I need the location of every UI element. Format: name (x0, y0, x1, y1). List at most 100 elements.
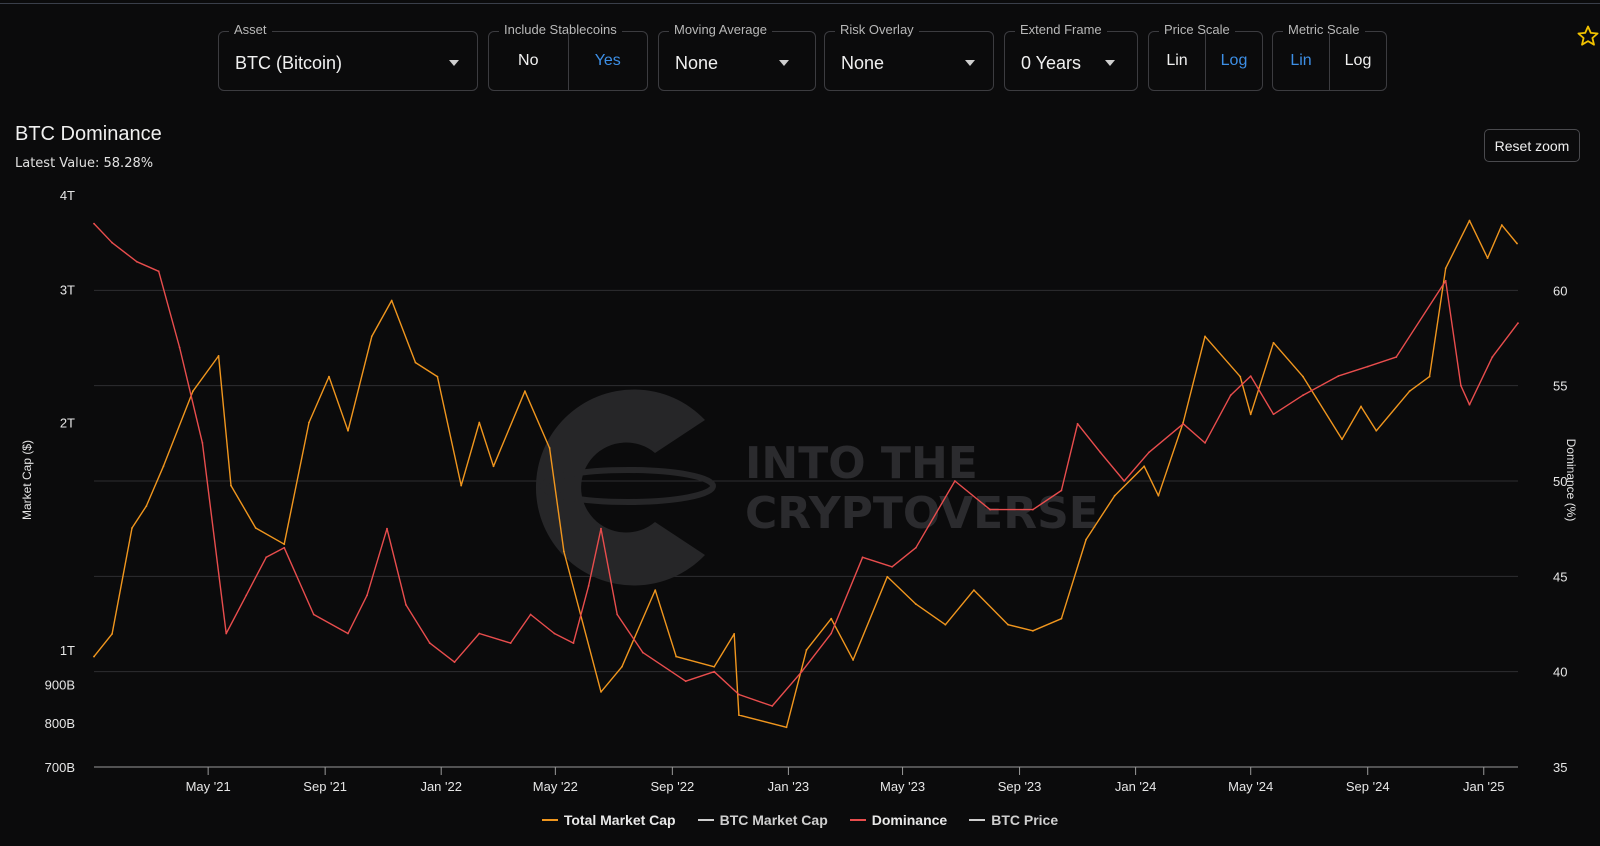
total-market-cap-point (131, 527, 133, 529)
x-tick-label: Jan '23 (768, 779, 810, 794)
dominance-point (572, 642, 575, 644)
dominance-point (1249, 375, 1252, 378)
watermark: INTO THE CRYPTOVERSE (535, 389, 1099, 586)
y-left-tick-label: 900B (45, 678, 75, 693)
dominance-point (529, 613, 532, 616)
total-market-cap-point (563, 550, 565, 553)
dominance-point (405, 604, 407, 606)
y-left-tick-label: 3T (60, 282, 75, 297)
y-left-axis-title: Market Cap ($) (20, 440, 34, 520)
top-border (0, 3, 1600, 4)
extend-frame-label: Extend Frame (1015, 22, 1107, 38)
total-market-cap-point (436, 375, 439, 378)
total-market-cap-point (1302, 375, 1304, 378)
metric-scale-lin-button[interactable]: Lin (1290, 52, 1312, 69)
dominance-point (265, 556, 268, 559)
legend-item-btc-market-cap[interactable]: BTC Market Cap (697, 812, 828, 828)
legend-item-btc-price[interactable]: BTC Price (969, 812, 1058, 828)
y-right-tick-label: 60 (1553, 283, 1567, 298)
legend-swatch-btc-price (969, 819, 986, 821)
total-market-cap-point (328, 375, 330, 378)
dominance-point (225, 632, 228, 635)
dominance-point (366, 594, 368, 597)
dominance-point (1272, 413, 1275, 416)
star-outline-icon[interactable] (1576, 24, 1600, 48)
chart-title: BTC Dominance (15, 123, 162, 145)
total-market-cap-point (1143, 465, 1146, 468)
x-tick-label: Sep '21 (303, 779, 347, 794)
y-left-tick-label: 4T (60, 188, 75, 203)
price-scale-log-button[interactable]: Log (1220, 52, 1248, 69)
x-tick-label: Sep '22 (651, 779, 695, 794)
total-market-cap-point (830, 617, 833, 620)
y-right-tick-label: 45 (1553, 569, 1567, 584)
watermark-line2: CRYPTOVERSE (745, 488, 1099, 539)
dominance-point (93, 222, 95, 225)
dominance-point (989, 508, 991, 511)
total-market-cap-point (162, 465, 165, 468)
total-market-cap-point (852, 659, 854, 661)
dominance-point (1491, 356, 1494, 358)
asset-select[interactable]: Asset BTC (Bitcoin) (218, 22, 478, 91)
total-market-cap-point (1031, 629, 1034, 632)
extend-frame-select[interactable]: Extend Frame 0 Years (1004, 22, 1138, 91)
total-market-cap-point (1182, 421, 1185, 424)
total-market-cap-point (347, 429, 349, 432)
total-market-cap-point (914, 603, 917, 605)
risk-overlay-select[interactable]: Risk Overlay None (824, 22, 994, 91)
dominance-point (201, 441, 204, 444)
total-market-cap-point (1516, 242, 1518, 245)
latest-value: Latest Value: 58.28% (15, 156, 154, 171)
x-tick-label: May '21 (186, 779, 231, 794)
dominance-point (135, 260, 138, 263)
legend-swatch-btc-market-cap (697, 819, 714, 821)
series-lines (93, 219, 1519, 729)
legend-swatch-total-market-cap (541, 819, 558, 821)
dominance-point (800, 670, 803, 673)
y-left-tick-label: 800B (45, 716, 75, 731)
metric-scale-log-button[interactable]: Log (1344, 52, 1372, 69)
total-market-cap-point (1375, 429, 1378, 432)
risk-overlay-value: None (841, 53, 885, 73)
chevron-down-icon (965, 60, 975, 66)
into-the-cryptoverse-logo-icon (535, 389, 716, 586)
dominance-point (1460, 384, 1462, 387)
x-tick-label: May '24 (1228, 779, 1273, 794)
stablecoins-yes-button[interactable]: Yes (594, 52, 621, 69)
dominance-point (312, 613, 315, 616)
dominance-point (111, 241, 113, 244)
total-market-cap-point (1408, 390, 1411, 393)
stablecoins-no-button[interactable]: No (518, 52, 539, 69)
total-market-cap-point (192, 390, 194, 393)
y-left-tick-label: 2T (60, 415, 75, 430)
dominance-point (1366, 365, 1369, 368)
total-market-cap-point (230, 484, 232, 487)
y-right-tick-label: 55 (1553, 379, 1567, 394)
price-scale-label: Price Scale (1159, 22, 1235, 38)
total-market-cap-point (621, 665, 623, 668)
total-market-cap-point (370, 335, 373, 338)
price-scale-lin-button[interactable]: Lin (1166, 52, 1188, 69)
total-market-cap-point (972, 589, 975, 592)
metric-scale-toggle: Metric Scale Lin Log (1272, 22, 1387, 91)
dominance-point (684, 680, 687, 683)
y-left-tick-label: 700B (45, 760, 75, 775)
x-tick-label: Jan '24 (1115, 779, 1157, 794)
axes: 35 40 45 50 55 60 4T 3T 2T 1T 900B 800B 700B May '21 S… (20, 188, 1578, 794)
legend-item-dominance[interactable]: Dominance (849, 812, 948, 828)
dominance-point (553, 632, 556, 635)
total-market-cap-point (524, 390, 526, 393)
total-market-cap-point (93, 655, 95, 658)
total-market-cap-point (283, 543, 286, 546)
legend-item-total-market-cap[interactable]: Total Market Cap (541, 812, 676, 828)
legend-label-dominance: Dominance (871, 812, 948, 828)
dominance-point (178, 346, 181, 349)
x-tick-label: Jan '25 (1463, 779, 1505, 794)
reset-zoom-button[interactable]: Reset zoom (1484, 129, 1580, 162)
total-market-cap-point (1204, 335, 1206, 338)
dominance-point (1204, 441, 1206, 444)
moving-average-select[interactable]: Moving Average None (658, 22, 816, 91)
dominance-point (600, 527, 602, 530)
total-market-cap-point (1444, 267, 1447, 270)
